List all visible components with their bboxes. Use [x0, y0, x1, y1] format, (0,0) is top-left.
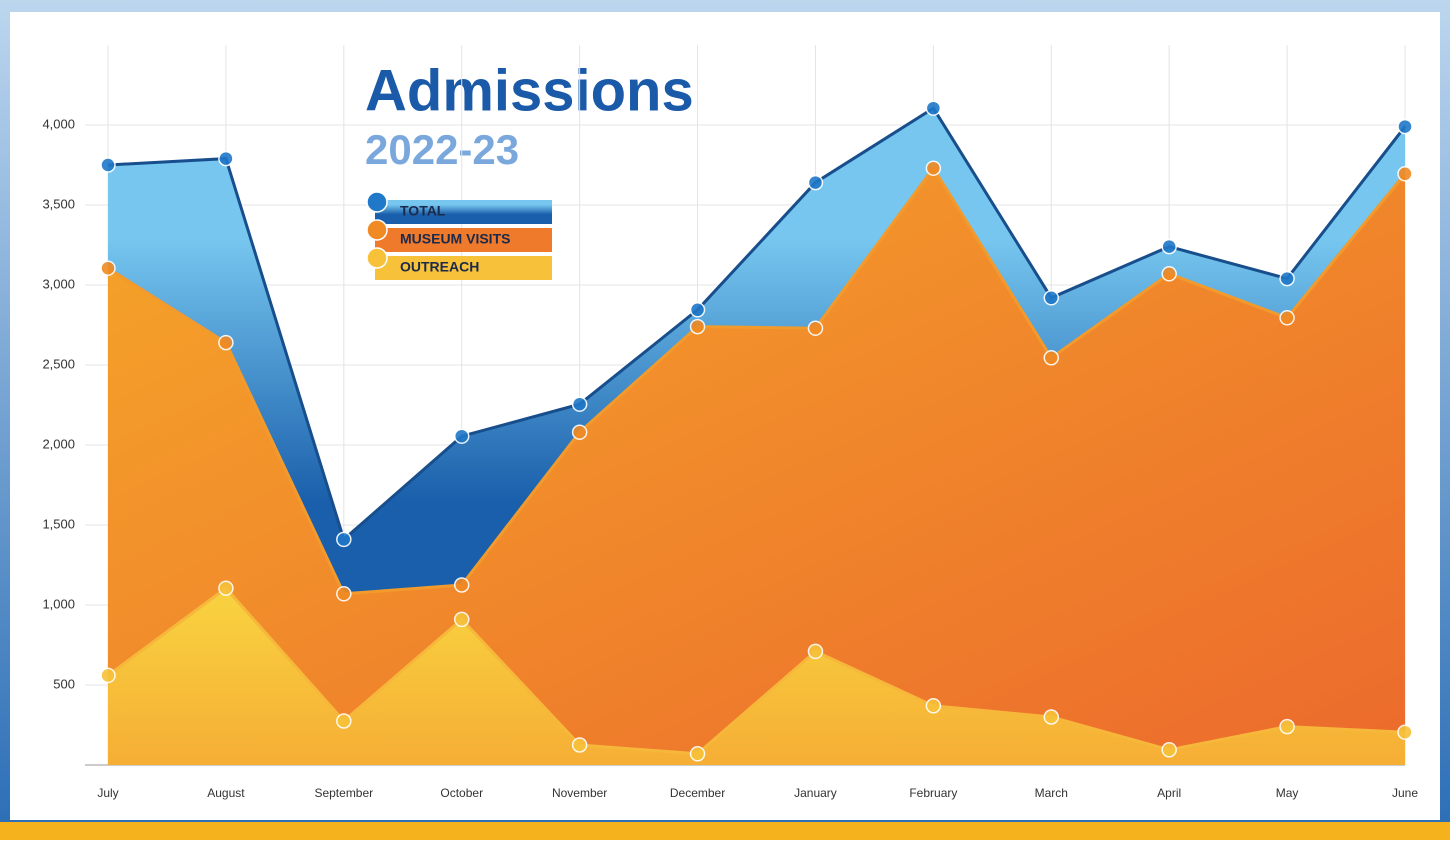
point: [689, 302, 706, 318]
point: [689, 746, 706, 762]
chart-title: Admissions: [365, 58, 694, 123]
point: [925, 160, 942, 176]
area: [108, 588, 1405, 765]
x-tick-label: August: [207, 786, 245, 800]
point: [1397, 166, 1413, 182]
x-tick-label: December: [670, 786, 725, 800]
point: [1279, 718, 1295, 735]
legend-swatch: [375, 228, 552, 252]
point: [571, 737, 588, 753]
point: [1397, 724, 1413, 740]
point: [1161, 266, 1177, 282]
point: [1161, 742, 1177, 758]
y-tick-label: 3,500: [42, 196, 75, 211]
point: [218, 150, 234, 167]
area: [108, 168, 1405, 765]
x-tick-label: May: [1276, 786, 1299, 800]
x-tick-label: March: [1035, 786, 1068, 800]
point: [100, 260, 116, 276]
point: [100, 157, 116, 173]
legend-swatch: [375, 256, 552, 280]
y-tick-label: 4,000: [42, 116, 75, 131]
point: [453, 428, 470, 444]
point: [925, 100, 942, 116]
point: [1043, 350, 1060, 366]
y-tick-label: 1,000: [42, 596, 75, 611]
x-tick-label: June: [1392, 786, 1418, 800]
point: [336, 713, 352, 729]
footer-bar: [0, 822, 1450, 840]
x-tick-label: April: [1157, 786, 1181, 800]
line: [107, 106, 1407, 543]
point: [571, 396, 588, 412]
x-tick-label: January: [794, 786, 837, 800]
legend-marker: [366, 247, 388, 269]
point: [1043, 290, 1060, 306]
point: [1397, 118, 1413, 135]
point: [1279, 310, 1295, 326]
chart-subtitle: 2022-23: [365, 126, 519, 173]
point: [807, 174, 824, 191]
point: [689, 318, 706, 335]
point: [925, 698, 942, 714]
legend-label: MUSEUM VISITS: [400, 231, 510, 247]
legend-marker: [366, 191, 388, 213]
y-tick-label: 2,000: [42, 436, 75, 451]
x-tick-label: February: [909, 786, 957, 800]
point: [336, 586, 352, 602]
x-tick-label: November: [552, 786, 607, 800]
line: [107, 586, 1406, 756]
point: [1043, 709, 1060, 725]
point: [453, 577, 470, 593]
point: [1279, 270, 1295, 287]
point: [218, 580, 234, 596]
point: [100, 667, 116, 684]
y-tick-label: 1,500: [42, 516, 75, 531]
point: [336, 531, 352, 548]
point: [1161, 238, 1177, 255]
legend-swatch: [375, 200, 552, 224]
legend-marker: [366, 219, 388, 241]
x-tick-label: July: [97, 786, 118, 800]
point: [453, 611, 470, 628]
line: [107, 165, 1407, 596]
x-tick-label: September: [314, 786, 373, 800]
y-tick-label: 2,500: [42, 356, 75, 371]
x-tick-label: October: [440, 786, 483, 800]
point: [571, 424, 588, 440]
y-tick-label: 3,000: [42, 276, 75, 291]
point: [807, 643, 824, 660]
y-tick-label: 500: [53, 676, 75, 691]
legend-label: OUTREACH: [400, 259, 479, 275]
point: [807, 320, 824, 336]
point: [218, 334, 234, 351]
legend-label: TOTAL: [400, 203, 446, 219]
